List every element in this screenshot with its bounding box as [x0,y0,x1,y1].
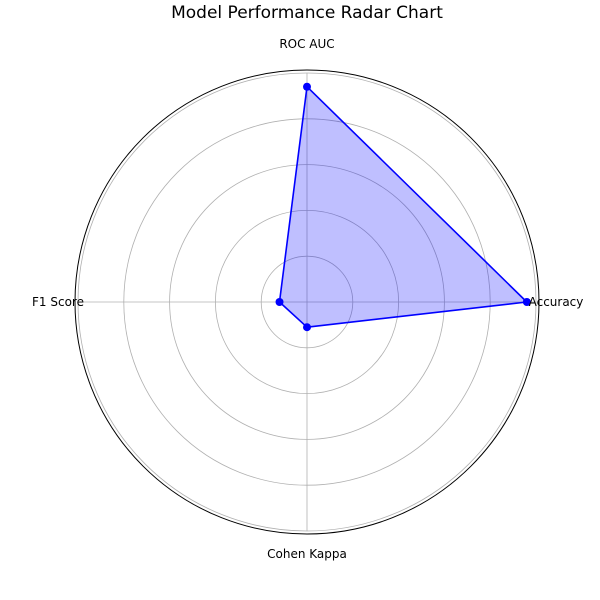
category-label-cohen-kappa: Cohen Kappa [267,547,347,561]
data-point-cohen-kappa [303,323,311,332]
category-label-roc-auc: ROC AUC [279,37,334,51]
data-point-f1-score [275,298,284,306]
data-point-roc-auc [303,82,311,91]
category-label-accuracy: Accuracy [529,295,584,309]
category-labels: Accuracy ROC AUC F1 Score Cohen Kappa [32,37,583,561]
data-point-accuracy [522,298,531,306]
category-label-f1-score: F1 Score [32,295,84,309]
chart-title: Model Performance Radar Chart [171,3,443,23]
series-area [279,86,527,328]
polar-frame [74,69,540,535]
data-layer [275,82,531,332]
radial-grid [74,69,540,535]
